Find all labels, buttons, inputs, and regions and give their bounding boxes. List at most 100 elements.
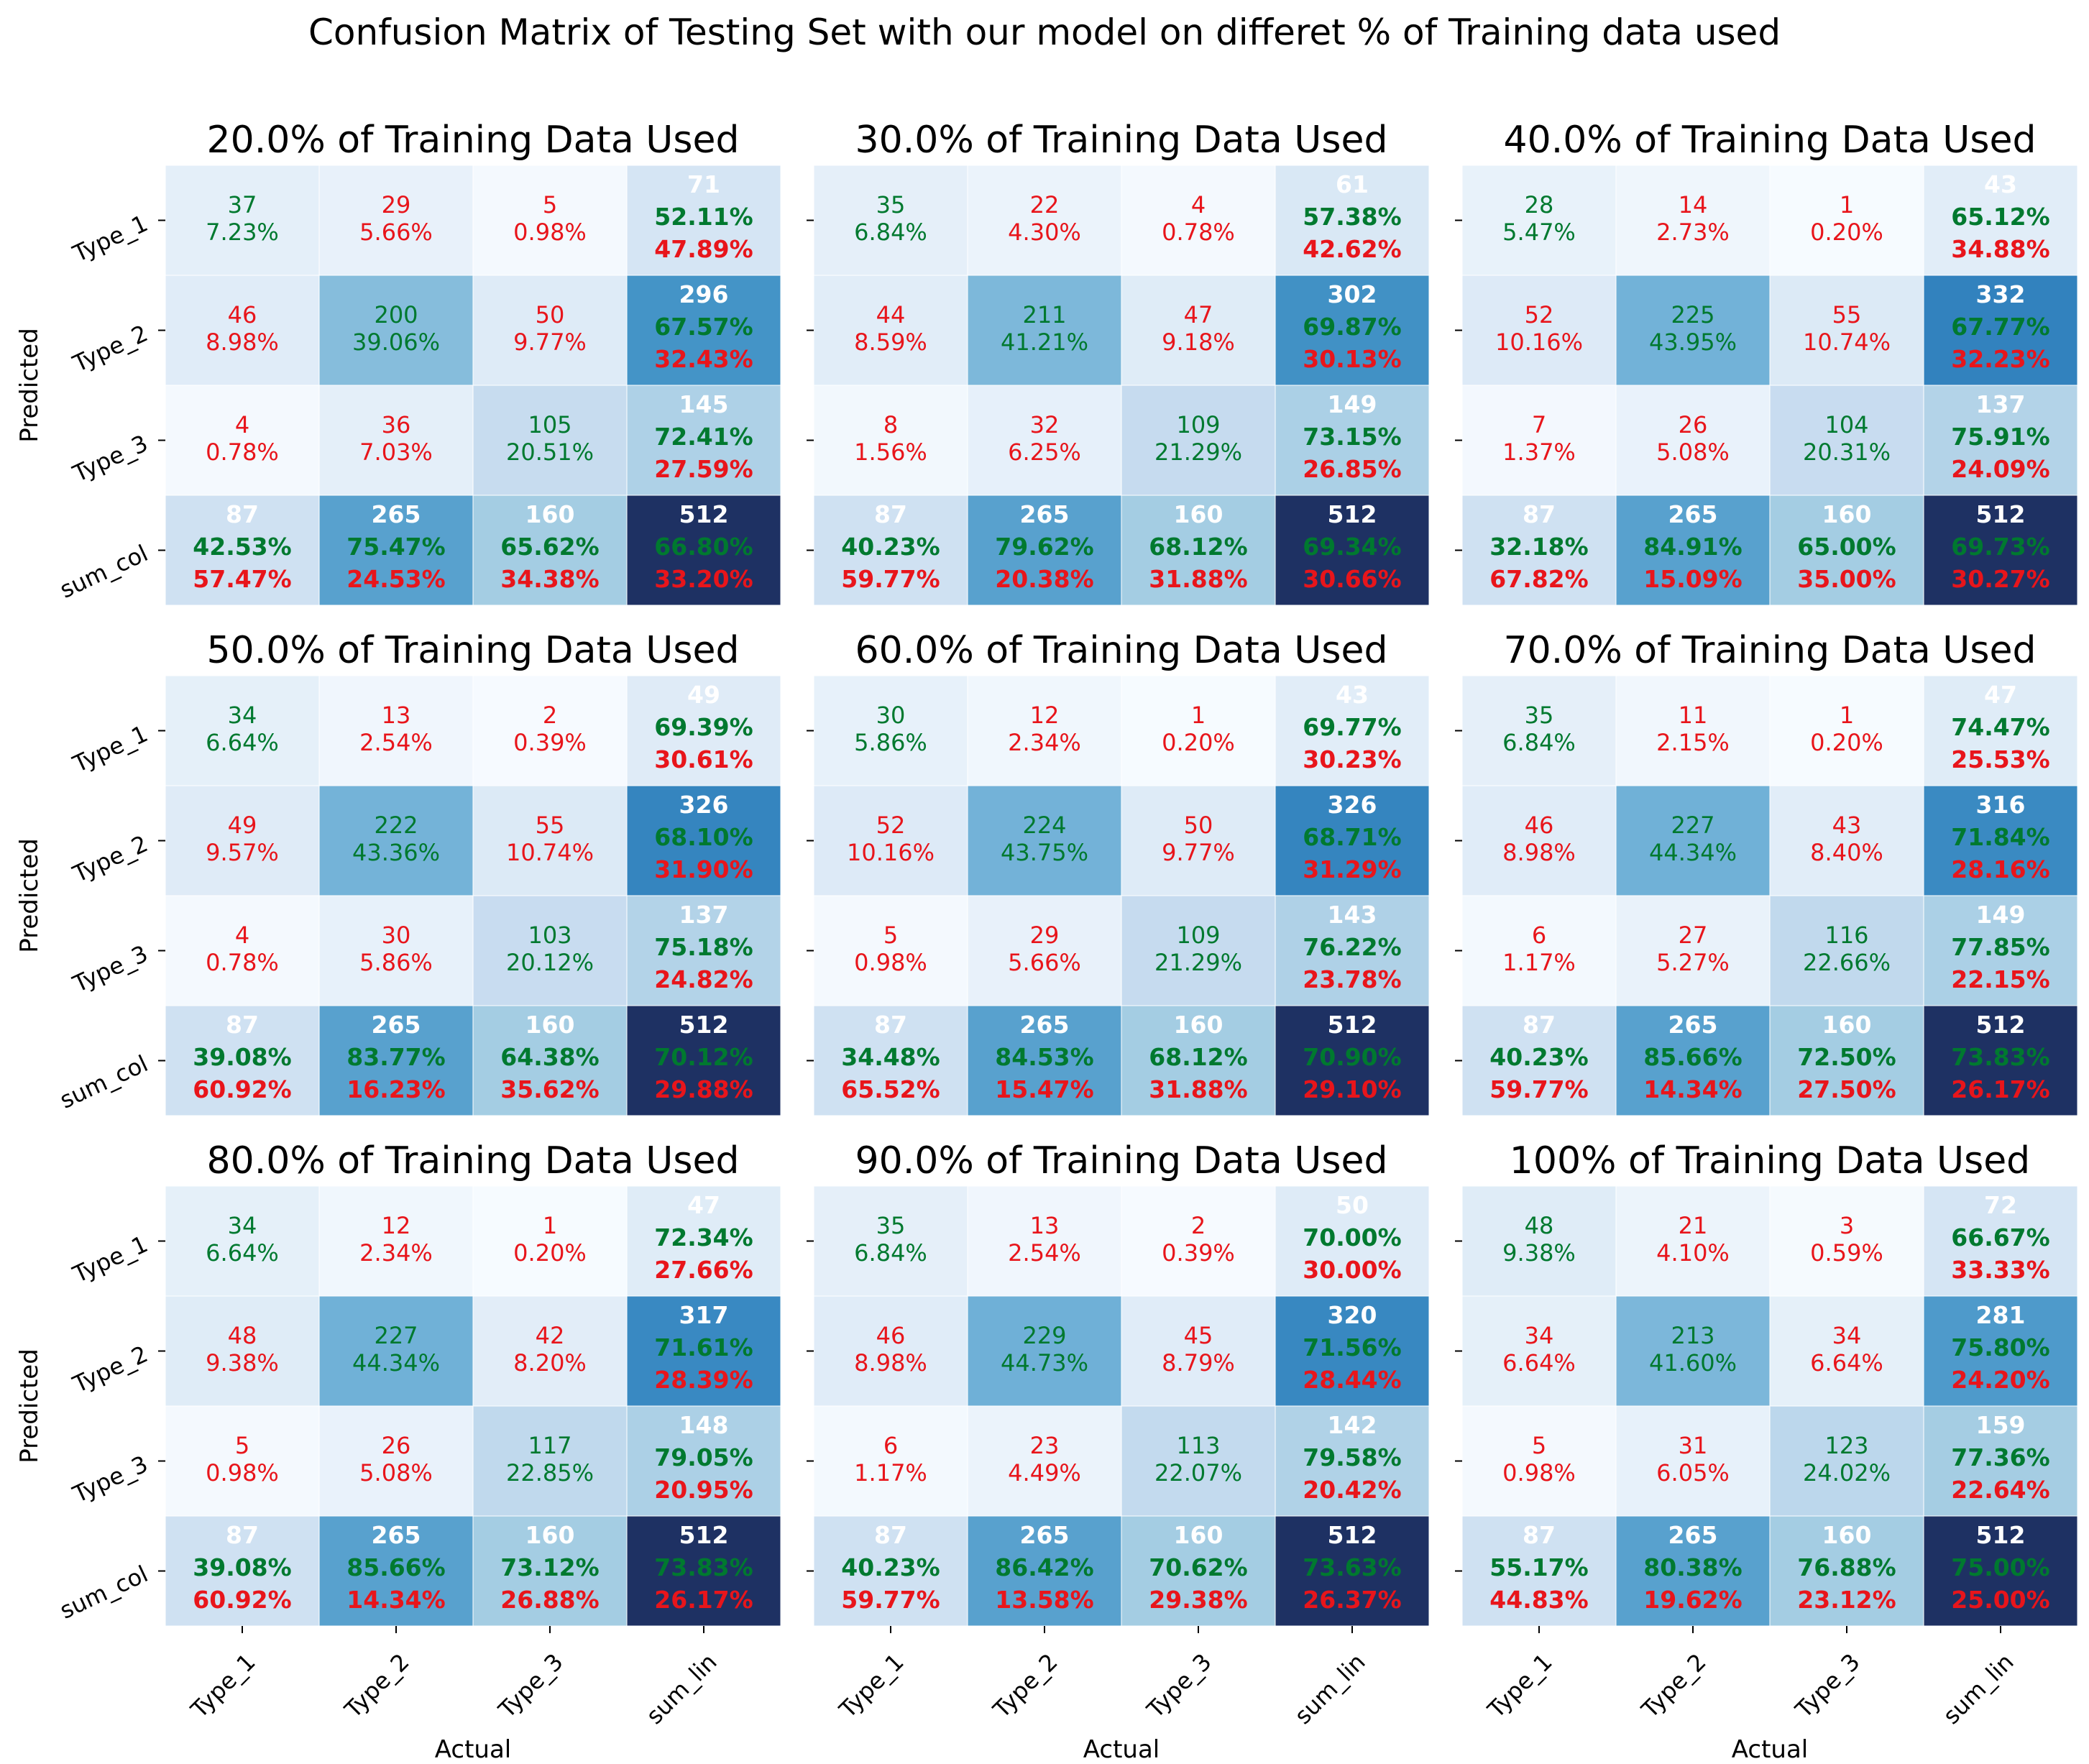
heatmap-cell (967, 1295, 1122, 1407)
accuracy-percent: 75.47% (346, 533, 445, 561)
heatmap-cell (1615, 1005, 1771, 1116)
heatmap-cell (813, 1005, 968, 1116)
accuracy-percent: 73.15% (1303, 423, 1401, 451)
heatmap-cell (318, 1185, 474, 1297)
error-percent: 30.66% (1303, 565, 1401, 593)
accuracy-percent: 69.77% (1303, 713, 1401, 741)
cell-count: 34 (1525, 1322, 1554, 1349)
heatmap-cell (1461, 785, 1617, 896)
heatmap-cell (1923, 1185, 2078, 1297)
cell-percent: 2.15% (1656, 729, 1730, 756)
cell-percent: 0.98% (513, 219, 587, 246)
heatmap-cell (1769, 895, 1924, 1006)
cell-percent: 5.86% (854, 729, 927, 756)
cell-count: 23 (1030, 1432, 1060, 1459)
total-count: 148 (679, 1411, 729, 1439)
error-percent: 26.88% (500, 1586, 599, 1614)
panel-8: 90.0% of Training Data Used 356.84% 132.54… (807, 1139, 1430, 1764)
cell-percent: 0.20% (513, 1239, 587, 1267)
heatmap-cell (1769, 275, 1924, 386)
heatmap-cell (1275, 1405, 1430, 1517)
cell-count: 2 (1191, 1212, 1206, 1239)
heatmap-cell (1769, 385, 1924, 496)
cell-percent: 5.08% (1656, 438, 1730, 466)
total-count: 512 (1328, 1011, 1377, 1039)
heatmap-cell (1121, 385, 1276, 496)
x-tick-label: Type_1 (833, 1648, 909, 1724)
accuracy-percent: 65.12% (1951, 203, 2049, 231)
heatmap-cell (813, 785, 968, 896)
cell-percent: 22.66% (1803, 949, 1891, 976)
error-percent: 28.16% (1951, 855, 2049, 883)
total-count: 281 (1976, 1301, 2026, 1329)
cell-percent: 9.18% (1162, 329, 1235, 356)
total-count: 160 (1822, 500, 1872, 528)
y-tick-label: Type_2 (68, 1340, 152, 1398)
cell-percent: 2.54% (359, 729, 433, 756)
error-percent: 14.34% (1643, 1075, 1742, 1103)
total-count: 265 (1668, 1521, 1718, 1549)
cell-count: 34 (1832, 1322, 1862, 1349)
cell-percent: 2.73% (1656, 219, 1730, 246)
total-count: 87 (226, 500, 259, 528)
y-tick-label: sum_col (55, 1560, 152, 1624)
panel-title: 20.0% of Training Data Used (207, 119, 740, 162)
error-percent: 29.88% (654, 1075, 753, 1103)
total-count: 316 (1976, 791, 2026, 819)
accuracy-percent: 70.12% (654, 1043, 753, 1071)
y-tick-label: Type_1 (68, 720, 152, 778)
error-percent: 34.38% (500, 565, 599, 593)
cell-count: 52 (876, 812, 906, 839)
total-count: 320 (1328, 1301, 1377, 1329)
accuracy-percent: 76.88% (1797, 1553, 1896, 1581)
accuracy-percent: 39.08% (193, 1553, 291, 1581)
accuracy-percent: 73.83% (654, 1553, 753, 1581)
heatmap-cell (318, 895, 474, 1006)
total-count: 87 (874, 500, 907, 528)
cell-count: 5 (543, 191, 557, 219)
cell-percent: 0.78% (1162, 219, 1235, 246)
heatmap-cell (1923, 275, 2078, 386)
accuracy-percent: 77.36% (1951, 1443, 2049, 1471)
error-percent: 30.27% (1951, 565, 2049, 593)
cell-count: 4 (235, 411, 249, 438)
heatmap-cell (1121, 785, 1276, 896)
cell-percent: 6.84% (1502, 729, 1576, 756)
heatmap-cell (967, 1185, 1122, 1297)
error-percent: 23.78% (1303, 965, 1401, 993)
accuracy-percent: 67.57% (654, 313, 753, 341)
cell-count: 224 (1022, 812, 1066, 839)
panel-4: 50.0% of Training Data Used 346.64% 132.54… (15, 629, 781, 1116)
error-percent: 15.47% (995, 1075, 1093, 1103)
cell-count: 116 (1824, 922, 1868, 949)
heatmap-cell (165, 1185, 320, 1297)
accuracy-percent: 55.17% (1489, 1553, 1588, 1581)
cell-percent: 22.85% (506, 1459, 594, 1487)
total-count: 50 (1336, 1191, 1369, 1219)
cell-count: 26 (382, 1432, 411, 1459)
heatmap-cell (165, 165, 320, 276)
accuracy-percent: 79.62% (995, 533, 1093, 561)
heatmap-cell (1923, 1295, 2078, 1407)
total-count: 160 (1174, 1011, 1223, 1039)
cell-count: 29 (1030, 922, 1060, 949)
accuracy-percent: 79.58% (1303, 1443, 1401, 1471)
cell-percent: 8.98% (206, 329, 279, 356)
heatmap-cell (1923, 165, 2078, 276)
cell-count: 123 (1824, 1432, 1868, 1459)
heatmap-cell (813, 1185, 968, 1297)
cell-count: 48 (1525, 1212, 1554, 1239)
heatmap-cell (472, 275, 628, 386)
accuracy-percent: 66.80% (654, 533, 753, 561)
heatmap-cell (1275, 1515, 1430, 1627)
heatmap-cell (1461, 1405, 1617, 1517)
cell-percent: 1.17% (854, 1459, 927, 1487)
error-percent: 60.92% (193, 1075, 291, 1103)
cell-percent: 8.20% (513, 1349, 587, 1377)
cell-percent: 41.60% (1649, 1349, 1737, 1377)
y-tick-label: Type_1 (68, 209, 152, 267)
cell-count: 49 (228, 812, 257, 839)
x-axis-label: Actual (435, 1735, 512, 1764)
total-count: 160 (525, 1521, 575, 1549)
error-percent: 26.37% (1303, 1586, 1401, 1614)
